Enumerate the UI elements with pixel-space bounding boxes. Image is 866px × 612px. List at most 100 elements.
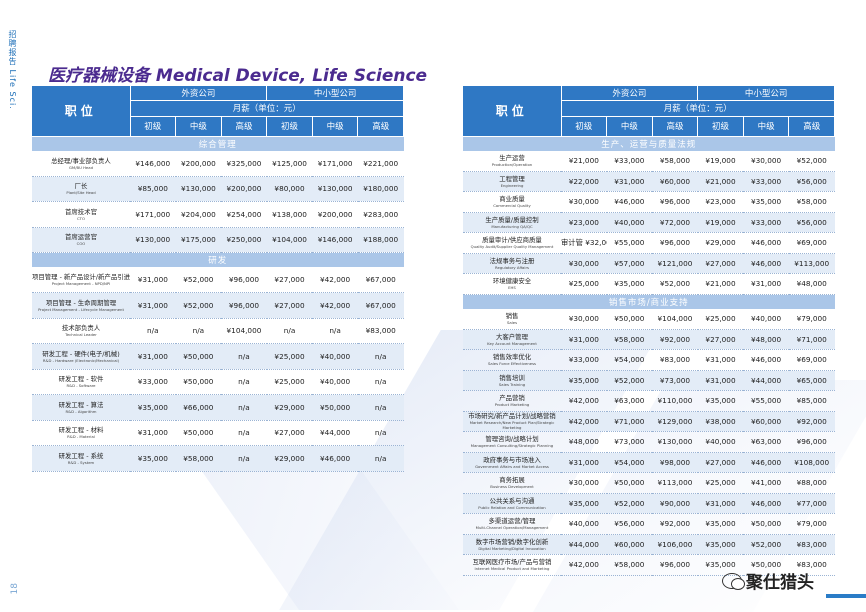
salary-cell: ¥48,000 <box>561 431 607 453</box>
salary-cell: ¥69,000 <box>788 349 835 371</box>
role-name-en: Management Consulting/Strategic Planning <box>470 443 554 449</box>
column-header-level: 初级 <box>561 116 608 137</box>
role-name-en: COO <box>76 241 86 247</box>
salary-cell: ¥96,000 <box>788 431 835 453</box>
role-name-cn: 管理咨询/战略计划 <box>485 435 539 444</box>
salary-cell: ¥175,000 <box>175 227 222 253</box>
salary-cell: ¥125,000 <box>266 150 313 177</box>
salary-cell: ¥52,000 <box>606 493 653 514</box>
role-name-cn: 销售效率优化 <box>492 353 532 362</box>
table-row: 政府事务与市场准入 Government Affairs and Market A… <box>463 452 835 473</box>
salary-cell: ¥58,000 <box>175 445 222 472</box>
column-header-level: 高级 <box>652 116 699 137</box>
role-name-cn: 研发工程 - 材料 <box>58 426 104 435</box>
role-name-cn: 总经理/事业部负责人 <box>51 156 111 165</box>
salary-cell: ¥40,000 <box>606 212 653 233</box>
role-name-en: Technical Leader <box>65 332 97 338</box>
column-header-level: 中级 <box>175 116 222 137</box>
salary-cell: ¥52,000 <box>175 292 222 319</box>
salary-cell: ¥52,000 <box>788 150 835 172</box>
role-cell: 质量审计/供应商质量 Quality Audit/Supplier Quality… <box>463 232 561 254</box>
salary-cell: ¥221,000 <box>357 150 404 177</box>
table-row: 销售效率优化 Sales Force Effectiveness ¥33,000 ¥5… <box>463 349 835 371</box>
role-name-en: Sales <box>506 320 518 325</box>
role-name-cn: 工程管理 <box>499 174 525 183</box>
salary-cell: ¥52,000 <box>743 534 789 555</box>
salary-cell: n/a <box>312 318 358 344</box>
salary-cell: ¥55,000 <box>743 390 789 412</box>
role-name-cn: 首席运营官 <box>65 233 97 242</box>
salary-cell: ¥92,000 <box>788 411 835 432</box>
table-row: 项目管理 - 生命周期管理 Project Management - Lifecy… <box>32 292 404 319</box>
table-row: 生产运营 Production/Operation ¥21,000 ¥33,000 ¥5… <box>463 150 835 172</box>
salary-cell: ¥63,000 <box>743 431 789 453</box>
column-header-foreign: 外资公司 <box>130 86 268 101</box>
salary-cell: 审计管 ¥32,000 <box>561 232 607 254</box>
salary-cell: ¥40,000 <box>697 431 744 453</box>
table-row: 数字市场营销/数字化创新 Digital Marketing/Digital In… <box>463 534 835 555</box>
salary-cell: ¥27,000 <box>697 253 744 274</box>
salary-cell: ¥35,000 <box>130 394 176 421</box>
salary-cell: ¥33,000 <box>561 349 607 371</box>
salary-cell: ¥104,000 <box>266 227 313 253</box>
salary-cell: ¥200,000 <box>221 176 267 202</box>
salary-cell: ¥31,000 <box>743 273 789 295</box>
table-row: 公共关系与沟通 Public Relation and Communication… <box>463 493 835 514</box>
salary-cell: ¥66,000 <box>175 394 222 421</box>
role-name-en: Quality Audit/Supplier Quality Managemen… <box>470 244 554 250</box>
table-row: 项目管理 - 新产品设计/新产品引进 Project Management - N… <box>32 267 404 293</box>
role-cell: 首席技术官 CTO <box>32 201 130 228</box>
role-name-cn: 商务拓展 <box>499 476 525 485</box>
salary-cell: ¥35,000 <box>561 493 607 514</box>
salary-cell: ¥19,000 <box>697 212 744 233</box>
salary-cell: ¥113,000 <box>788 253 835 274</box>
salary-cell: ¥106,000 <box>652 534 698 555</box>
salary-table-left: 职位 外资公司 中小型公司 月薪（单位：元） 初级 中级 高级 初级 中级 高级 综合管理 总经理/事… <box>32 86 404 472</box>
role-name-en: Business Development <box>490 484 534 490</box>
role-cell: 项目管理 - 新产品设计/新产品引进 Project Management - N… <box>32 267 130 293</box>
table-row: 生产质量/质量控制 Manufacturing QA/QC ¥23,000 ¥40,0… <box>463 212 835 233</box>
salary-cell: ¥72,000 <box>652 212 698 233</box>
column-header-level: 中级 <box>312 116 359 137</box>
salary-cell: ¥96,000 <box>221 267 267 293</box>
salary-cell: ¥23,000 <box>697 191 744 213</box>
salary-cell: ¥31,000 <box>561 452 607 473</box>
salary-cell: ¥35,000 <box>697 513 744 535</box>
salary-cell: ¥30,000 <box>743 150 789 172</box>
salary-cell: ¥31,000 <box>130 292 176 319</box>
salary-cell: ¥110,000 <box>652 390 698 412</box>
salary-cell: ¥121,000 <box>652 253 698 274</box>
salary-cell: ¥30,000 <box>561 191 607 213</box>
column-header-salary: 月薪（单位：元） <box>130 100 404 117</box>
salary-cell: ¥41,000 <box>743 472 789 494</box>
column-header-level: 中级 <box>743 116 790 137</box>
role-name-cn: 质量审计/供应商质量 <box>482 236 542 245</box>
role-cell: 销售效率优化 Sales Force Effectiveness <box>463 349 561 371</box>
salary-cell: ¥33,000 <box>743 212 789 233</box>
salary-cell: ¥35,000 <box>561 370 607 391</box>
role-name-en: Key Account Management <box>487 340 537 346</box>
salary-cell: n/a <box>357 369 404 395</box>
salary-cell: ¥55,000 <box>606 232 653 254</box>
salary-cell: ¥25,000 <box>697 472 744 494</box>
salary-cell: ¥79,000 <box>788 308 835 330</box>
salary-cell: ¥171,000 <box>130 201 176 228</box>
salary-cell: ¥30,000 <box>561 253 607 274</box>
role-name-en: R&D - Hardware (Electronic/Mechanical) <box>42 357 120 363</box>
table-row: 大客户管理 Key Account Management ¥31,000 ¥58,00… <box>463 329 835 350</box>
salary-cell: n/a <box>357 343 404 370</box>
salary-cell: ¥57,000 <box>606 253 653 274</box>
column-header-sme: 中小型公司 <box>266 86 404 101</box>
role-name-en: Market Research/New Product Plan/Strateg… <box>469 420 555 431</box>
salary-cell: ¥38,000 <box>697 411 744 432</box>
salary-cell: ¥44,000 <box>743 370 789 391</box>
section-header: 综合管理 <box>32 136 404 151</box>
brand-name: 聚仕猎头 <box>746 573 814 593</box>
role-name-cn: 公共关系与沟通 <box>489 496 535 505</box>
salary-cell: ¥56,000 <box>788 212 835 233</box>
role-name-en: Public Relation and Communication <box>478 504 546 510</box>
role-cell: 生产运营 Production/Operation <box>463 150 561 172</box>
salary-cell: ¥46,000 <box>743 232 789 254</box>
role-name-cn: 产品营销 <box>499 394 525 403</box>
role-name-en: EHS <box>508 285 516 291</box>
